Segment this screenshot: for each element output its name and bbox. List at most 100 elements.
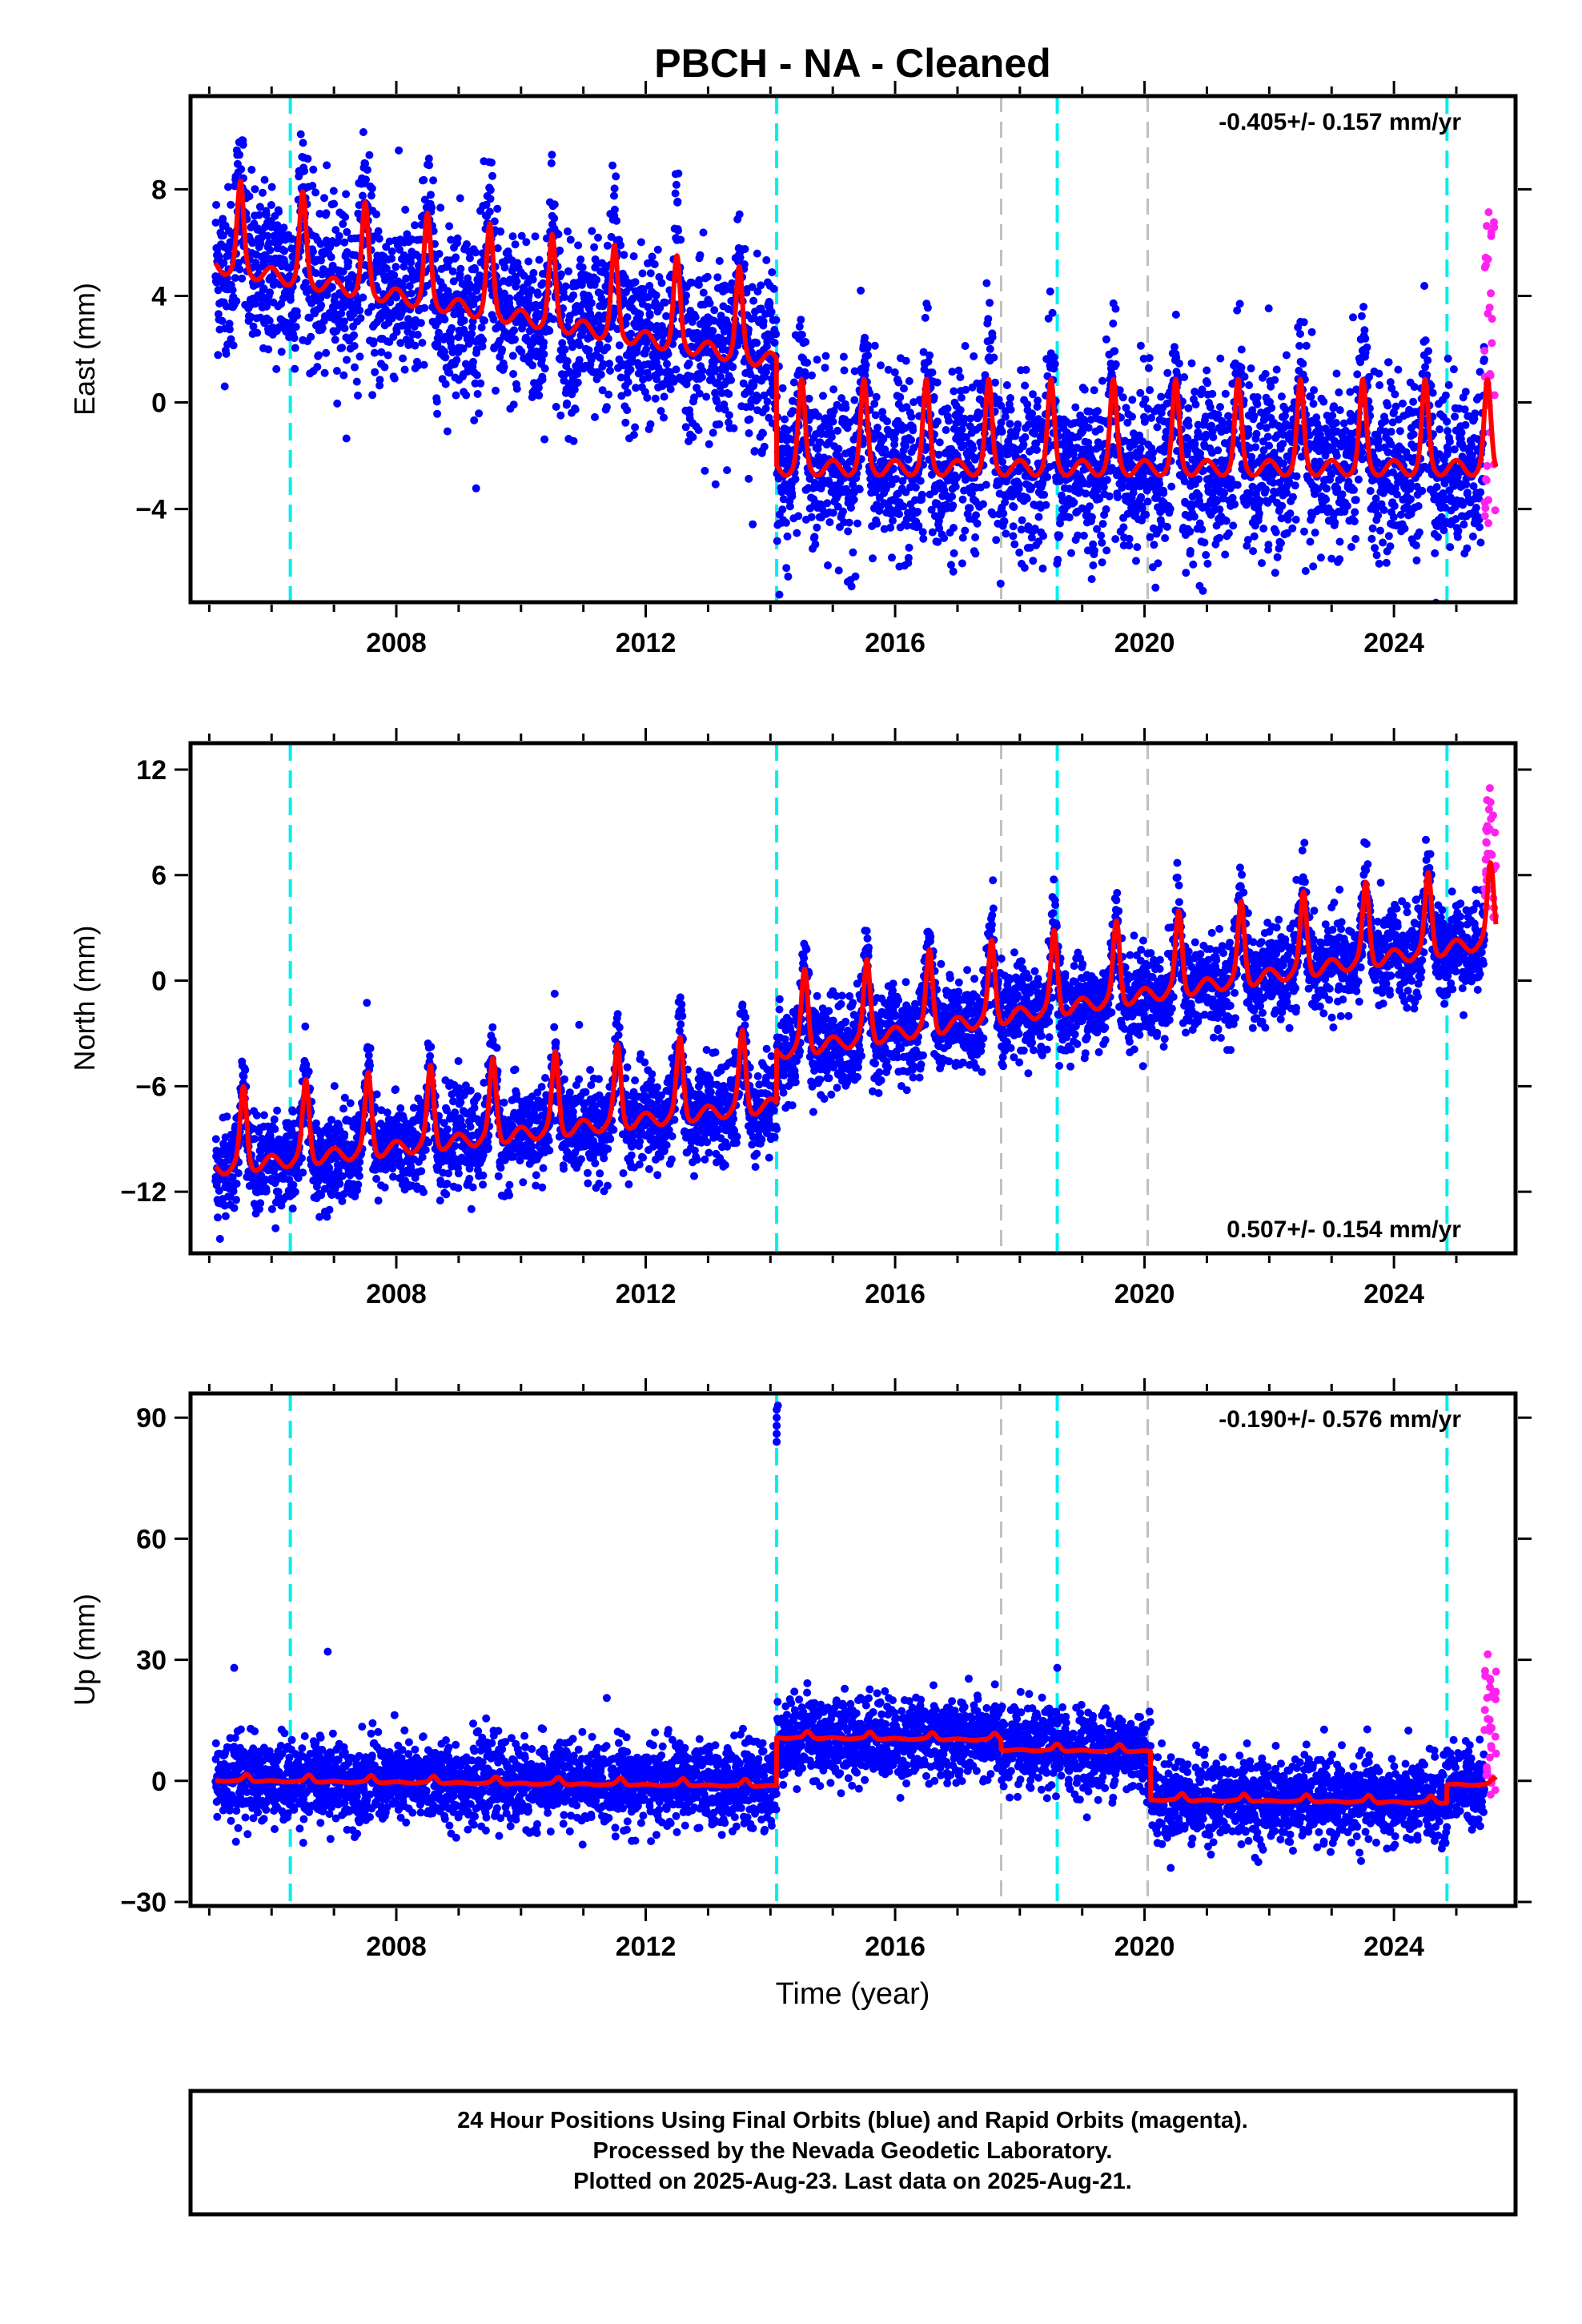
final-orbit-point xyxy=(1410,383,1419,392)
final-orbit-point xyxy=(648,252,656,261)
final-orbit-point xyxy=(342,434,351,443)
final-orbit-point xyxy=(797,331,806,339)
final-orbit-point xyxy=(548,151,556,159)
final-orbit-point xyxy=(829,417,837,426)
final-orbit-point xyxy=(775,590,784,599)
final-orbit-point xyxy=(1335,388,1343,396)
final-orbit-point xyxy=(402,274,411,283)
final-orbit-point xyxy=(259,188,267,197)
final-orbit-point xyxy=(949,501,958,510)
final-orbit-point xyxy=(971,549,980,558)
final-orbit-point xyxy=(331,336,339,344)
final-orbit-point xyxy=(335,231,343,240)
final-orbit-point xyxy=(1046,287,1054,296)
final-orbit-point xyxy=(509,370,518,378)
final-orbit-point xyxy=(1296,330,1304,338)
final-orbit-point xyxy=(1323,485,1331,493)
final-orbit-point xyxy=(791,475,800,484)
final-orbit-point xyxy=(770,339,779,347)
final-orbit-point xyxy=(1300,527,1308,536)
final-orbit-point xyxy=(327,253,335,262)
final-orbit-point xyxy=(961,526,970,535)
final-orbit-point xyxy=(621,418,630,427)
final-orbit-point xyxy=(833,426,842,435)
final-orbit-point xyxy=(1089,561,1098,569)
final-orbit-point xyxy=(899,502,908,511)
final-orbit-point xyxy=(657,279,666,287)
final-orbit-point xyxy=(575,356,584,364)
final-orbit-point xyxy=(339,219,347,228)
final-orbit-point xyxy=(330,199,339,208)
final-orbit-point xyxy=(290,334,299,343)
final-orbit-point xyxy=(1136,341,1145,350)
final-orbit-point xyxy=(1162,522,1171,531)
final-orbit-point xyxy=(596,370,605,379)
final-orbit-point xyxy=(681,423,690,432)
final-orbit-point xyxy=(399,354,408,363)
final-orbit-point xyxy=(359,128,367,136)
final-orbit-point xyxy=(383,351,392,360)
final-orbit-point xyxy=(948,493,957,501)
final-orbit-point xyxy=(1374,511,1383,520)
final-orbit-point xyxy=(222,349,231,358)
final-orbit-point xyxy=(1187,359,1196,368)
final-orbit-point xyxy=(883,417,892,426)
final-orbit-point xyxy=(309,165,318,174)
final-orbit-point xyxy=(1136,444,1145,453)
final-orbit-point xyxy=(998,428,1006,436)
final-orbit-point xyxy=(696,251,705,259)
final-orbit-point xyxy=(803,358,812,367)
final-orbit-point xyxy=(594,233,602,242)
final-orbit-point xyxy=(940,533,949,542)
final-orbit-point xyxy=(1055,531,1064,540)
final-orbit-point xyxy=(1250,532,1259,541)
final-orbit-point xyxy=(1203,379,1212,388)
final-orbit-point xyxy=(930,393,938,401)
final-orbit-point xyxy=(227,200,235,209)
final-orbit-point xyxy=(505,294,514,303)
final-orbit-point xyxy=(942,426,950,434)
final-orbit-point xyxy=(749,520,757,529)
final-orbit-point xyxy=(219,259,228,267)
final-orbit-point xyxy=(1105,492,1114,501)
final-orbit-point xyxy=(1233,480,1242,489)
final-orbit-point xyxy=(564,227,572,235)
final-orbit-point xyxy=(901,356,910,365)
final-orbit-point xyxy=(1431,549,1439,557)
final-orbit-point xyxy=(245,192,254,201)
final-orbit-point xyxy=(1251,443,1260,452)
final-orbit-point xyxy=(1454,526,1463,535)
final-orbit-point xyxy=(1271,528,1280,537)
final-orbit-point xyxy=(329,187,338,195)
final-orbit-point xyxy=(355,352,364,361)
final-orbit-point xyxy=(677,235,685,244)
final-orbit-point xyxy=(1095,425,1104,433)
final-orbit-point xyxy=(961,342,970,350)
final-orbit-point xyxy=(1414,502,1423,510)
final-orbit-point xyxy=(375,381,384,390)
final-orbit-point xyxy=(1009,532,1018,541)
final-orbit-point xyxy=(293,312,301,320)
final-orbit-point xyxy=(863,341,872,350)
final-orbit-point xyxy=(277,348,286,356)
final-orbit-point xyxy=(957,393,966,402)
final-orbit-point xyxy=(713,397,721,406)
final-orbit-point xyxy=(367,303,376,312)
final-orbit-point xyxy=(823,499,832,508)
final-orbit-point xyxy=(387,247,396,255)
final-orbit-point xyxy=(853,519,861,528)
final-orbit-point xyxy=(982,480,990,489)
final-orbit-point xyxy=(320,194,328,203)
final-orbit-point xyxy=(750,447,759,456)
final-orbit-point xyxy=(340,324,349,332)
final-orbit-point xyxy=(672,365,681,374)
final-orbit-point xyxy=(857,286,865,295)
final-orbit-point xyxy=(374,227,383,235)
final-orbit-point xyxy=(784,573,793,581)
final-orbit-point xyxy=(1350,485,1358,494)
final-orbit-point xyxy=(1415,528,1423,537)
final-orbit-point xyxy=(1028,409,1037,418)
final-orbit-point xyxy=(926,351,934,360)
final-orbit-point xyxy=(1015,549,1024,557)
final-orbit-point xyxy=(476,379,485,388)
